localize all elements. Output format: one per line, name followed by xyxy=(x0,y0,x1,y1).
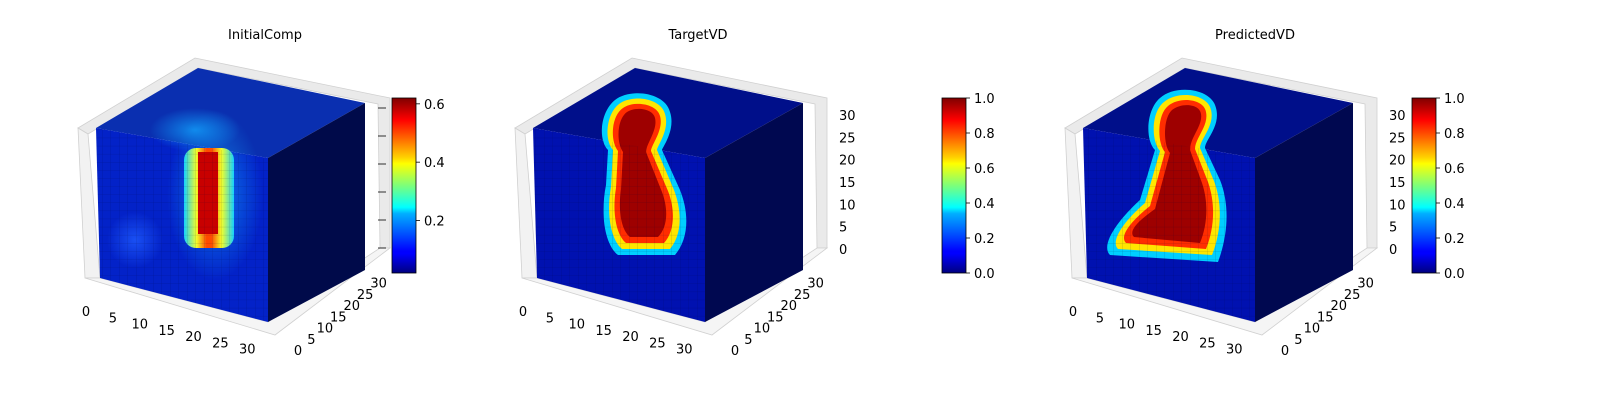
y-tick-label: 10 xyxy=(754,322,771,337)
colorbar-tick-label: 0.0 xyxy=(1444,267,1465,282)
colorbar-tick-label: 0.8 xyxy=(974,127,995,142)
y-tick-label: 20 xyxy=(1330,299,1347,314)
colorbar-tick-label: 1.0 xyxy=(1444,92,1465,107)
z-tick-label: 30 xyxy=(1389,109,1406,124)
z-tick-label: 15 xyxy=(839,176,856,191)
colorbar-bar xyxy=(1411,97,1437,274)
colorbar-tick-label: 0.0 xyxy=(974,267,995,282)
colorbar-tick-label: 0.2 xyxy=(424,215,445,230)
colorbar-tick-label: 0.6 xyxy=(974,162,995,177)
y-tick-label: 20 xyxy=(343,299,360,314)
y-tick-label: 25 xyxy=(1344,288,1361,303)
x-tick-label: 10 xyxy=(1118,318,1135,333)
colorbar-tick-label: 0.4 xyxy=(974,197,995,212)
voxel-cube xyxy=(533,68,803,322)
colorbar: 0.0 0.2 0.4 0.6 0.8 1.0 xyxy=(1411,92,1465,282)
y-tick-label: 5 xyxy=(307,333,315,348)
z-tick-label: 25 xyxy=(1389,131,1406,146)
x-tick-label: 25 xyxy=(1199,336,1216,351)
y-tick-label: 10 xyxy=(1304,322,1321,337)
z-tick-label: 5 xyxy=(839,221,847,236)
z-tick-label: 5 xyxy=(1389,221,1397,236)
z-axis-ticks: 0 5 10 15 20 25 30 xyxy=(1389,109,1406,258)
z-tick-label: 20 xyxy=(1389,154,1406,169)
x-tick-label: 30 xyxy=(239,343,256,358)
colorbar: 0.2 0.4 0.6 xyxy=(391,97,445,274)
cube-right-face xyxy=(268,103,365,322)
x-tick-label: 5 xyxy=(1096,311,1104,326)
y-tick-label: 0 xyxy=(731,344,739,359)
x-tick-label: 10 xyxy=(131,318,148,333)
x-axis-ticks: 0 5 10 15 20 25 30 xyxy=(1069,305,1243,358)
colorbar-tick-label: 0.2 xyxy=(1444,232,1465,247)
z-tick-label: 15 xyxy=(1389,176,1406,191)
x-tick-label: 15 xyxy=(1145,324,1162,339)
y-tick-label: 30 xyxy=(807,277,824,292)
z-tick-label: 0 xyxy=(1389,243,1397,258)
x-axis-ticks: 0 5 10 15 20 25 30 xyxy=(519,305,693,358)
z-tick-label: 20 xyxy=(839,154,856,169)
x-tick-label: 25 xyxy=(649,336,666,351)
x-tick-label: 5 xyxy=(546,311,554,326)
y-tick-label: 15 xyxy=(1317,310,1334,325)
panel-title: InitialComp xyxy=(228,28,302,43)
z-axis-ticks: 0 5 10 15 20 25 30 xyxy=(839,109,856,258)
y-tick-label: 5 xyxy=(744,333,752,348)
colorbar-tick-label: 0.8 xyxy=(1444,127,1465,142)
x-tick-label: 5 xyxy=(109,311,117,326)
y-tick-label: 5 xyxy=(1294,333,1302,348)
x-tick-label: 0 xyxy=(519,305,527,320)
y-tick-label: 20 xyxy=(780,299,797,314)
x-tick-label: 25 xyxy=(212,336,229,351)
panel-title: TargetVD xyxy=(667,28,727,43)
colorbar: 0.0 0.2 0.4 0.6 0.8 1.0 xyxy=(941,92,995,282)
z-tick-label: 25 xyxy=(839,131,856,146)
y-tick-label: 25 xyxy=(357,288,374,303)
panel-title: PredictedVD xyxy=(1215,28,1295,43)
y-tick-label: 25 xyxy=(794,288,811,303)
z-tick-label: 0 xyxy=(839,243,847,258)
x-tick-label: 10 xyxy=(568,318,585,333)
cube-right-face xyxy=(1255,103,1353,322)
z-tick-label: 10 xyxy=(839,198,856,213)
y-tick-label: 30 xyxy=(370,277,387,292)
y-tick-label: 15 xyxy=(330,310,347,325)
x-tick-label: 0 xyxy=(82,305,90,320)
x-tick-label: 15 xyxy=(595,324,612,339)
colorbar-tick-label: 0.6 xyxy=(424,98,445,113)
x-axis-ticks: 0 5 10 15 20 25 30 xyxy=(82,305,256,358)
x-tick-label: 20 xyxy=(622,330,639,345)
cube-right-face xyxy=(705,103,803,322)
x-tick-label: 20 xyxy=(1172,330,1189,345)
y-tick-label: 15 xyxy=(767,310,784,325)
voxel-cube xyxy=(96,68,365,322)
y-tick-label: 0 xyxy=(1281,344,1289,359)
colorbar-bar xyxy=(941,97,967,274)
x-tick-label: 20 xyxy=(185,330,202,345)
axes-panes xyxy=(514,57,829,336)
x-tick-label: 30 xyxy=(676,343,693,358)
y-tick-label: 30 xyxy=(1357,277,1374,292)
colorbar-tick-label: 1.0 xyxy=(974,92,995,107)
x-tick-label: 0 xyxy=(1069,305,1077,320)
z-tick-label: 30 xyxy=(839,109,856,124)
x-tick-label: 30 xyxy=(1226,343,1243,358)
y-tick-label: 10 xyxy=(317,322,334,337)
z-tick-label: 10 xyxy=(1389,198,1406,213)
colorbar-tick-label: 0.4 xyxy=(1444,197,1465,212)
colorbar-bar xyxy=(391,97,417,274)
x-tick-label: 15 xyxy=(158,324,175,339)
colorbar-tick-label: 0.4 xyxy=(424,156,445,171)
colorbar-tick-label: 0.6 xyxy=(1444,162,1465,177)
y-tick-label: 0 xyxy=(294,344,302,359)
colorbar-tick-label: 0.2 xyxy=(974,232,995,247)
voxel-cube xyxy=(1083,68,1353,322)
